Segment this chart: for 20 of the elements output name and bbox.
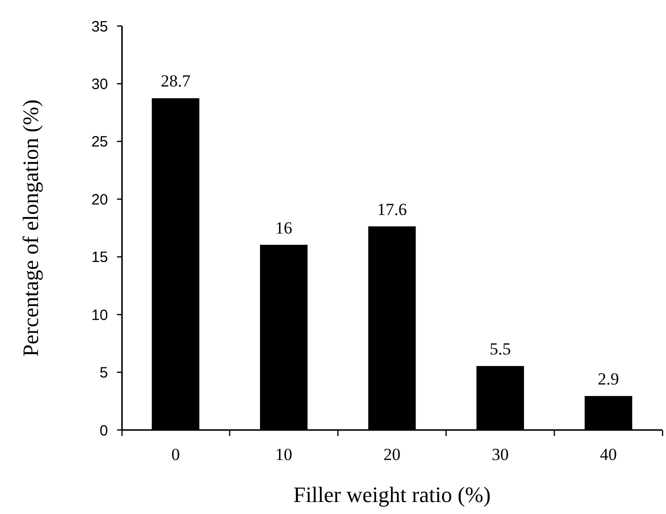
data-label: 17.6 [377,200,407,219]
y-tick-label: 35 [91,18,108,36]
x-tick-label: 20 [384,445,400,464]
y-tick-label: 30 [91,76,108,93]
y-tick-label: 0 [100,422,108,440]
x-tick-label: 40 [600,445,617,464]
y-tick-label: 25 [91,134,108,151]
y-tick-label: 5 [100,364,108,382]
x-tick-label: 30 [492,445,509,464]
data-label: 28.7 [160,72,191,91]
y-axis-title: Percentage of elongation (%) [18,99,43,357]
data-label: 16 [275,218,292,238]
x-tick-label: 10 [275,445,292,464]
y-tick-label: 10 [91,306,108,324]
x-axis-title: Filler weight ratio (%) [293,482,491,507]
data-label: 2.9 [598,370,620,389]
y-tick-label: 20 [91,191,108,208]
x-tick-label: 0 [171,445,180,464]
y-tick-label: 15 [91,249,108,266]
data-label: 5.5 [490,340,511,359]
